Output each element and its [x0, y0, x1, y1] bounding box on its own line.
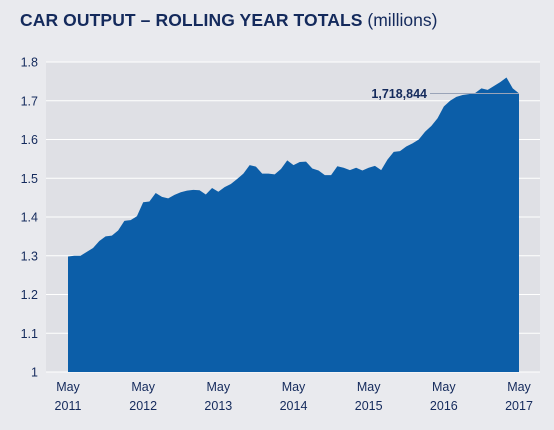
- x-tick-year: 2015: [355, 399, 383, 413]
- x-tick-month: May: [131, 380, 155, 394]
- chart-title-main: CAR OUTPUT – ROLLING YEAR TOTALS: [20, 10, 363, 30]
- y-tick-label: 1.7: [21, 94, 38, 108]
- x-tick-year: 2012: [129, 399, 157, 413]
- y-tick-label: 1.8: [21, 56, 38, 70]
- x-tick-month: May: [507, 380, 531, 394]
- y-tick-label: 1.5: [21, 172, 38, 186]
- x-tick-label: May 2015: [355, 380, 383, 413]
- x-tick-label: May 2012: [129, 380, 157, 413]
- x-tick-label: May 2011: [55, 380, 82, 413]
- x-tick-month: May: [432, 380, 456, 394]
- x-tick-label: May 2016: [430, 380, 458, 413]
- x-tick-month: May: [207, 380, 231, 394]
- x-tick-year: 2011: [55, 399, 82, 413]
- y-tick-label: 1.1: [21, 327, 38, 341]
- y-tick-label: 1: [31, 366, 38, 380]
- y-tick-label: 1.2: [21, 288, 38, 302]
- y-tick-label: 1.6: [21, 133, 38, 147]
- x-tick-year: 2013: [204, 399, 232, 413]
- annotation: 1,718,844: [371, 87, 519, 101]
- x-tick-year: 2017: [505, 399, 533, 413]
- x-tick-label: May 2013: [204, 380, 232, 413]
- x-tick-month: May: [56, 380, 80, 394]
- x-tick-month: May: [357, 380, 381, 394]
- chart-title: CAR OUTPUT – ROLLING YEAR TOTALS (millio…: [20, 10, 437, 31]
- output-area-series: [68, 77, 519, 372]
- chart-title-unit: (millions): [367, 10, 438, 30]
- annotation-label: 1,718,844: [371, 87, 427, 101]
- x-tick-label: May 2017: [505, 380, 533, 413]
- y-axis-ticks: 1 1.1 1.2 1.3 1.4 1.5 1.6 1.7 1.8: [21, 56, 38, 380]
- y-tick-label: 1.3: [21, 249, 38, 263]
- y-tick-label: 1.4: [21, 211, 38, 225]
- x-tick-label: May 2014: [280, 380, 308, 413]
- x-tick-year: 2016: [430, 399, 458, 413]
- x-tick-month: May: [282, 380, 306, 394]
- x-tick-year: 2014: [280, 399, 308, 413]
- x-axis-ticks: May 2011 May 2012 May 2013 May 2014 May 2015 May 20…: [55, 380, 533, 413]
